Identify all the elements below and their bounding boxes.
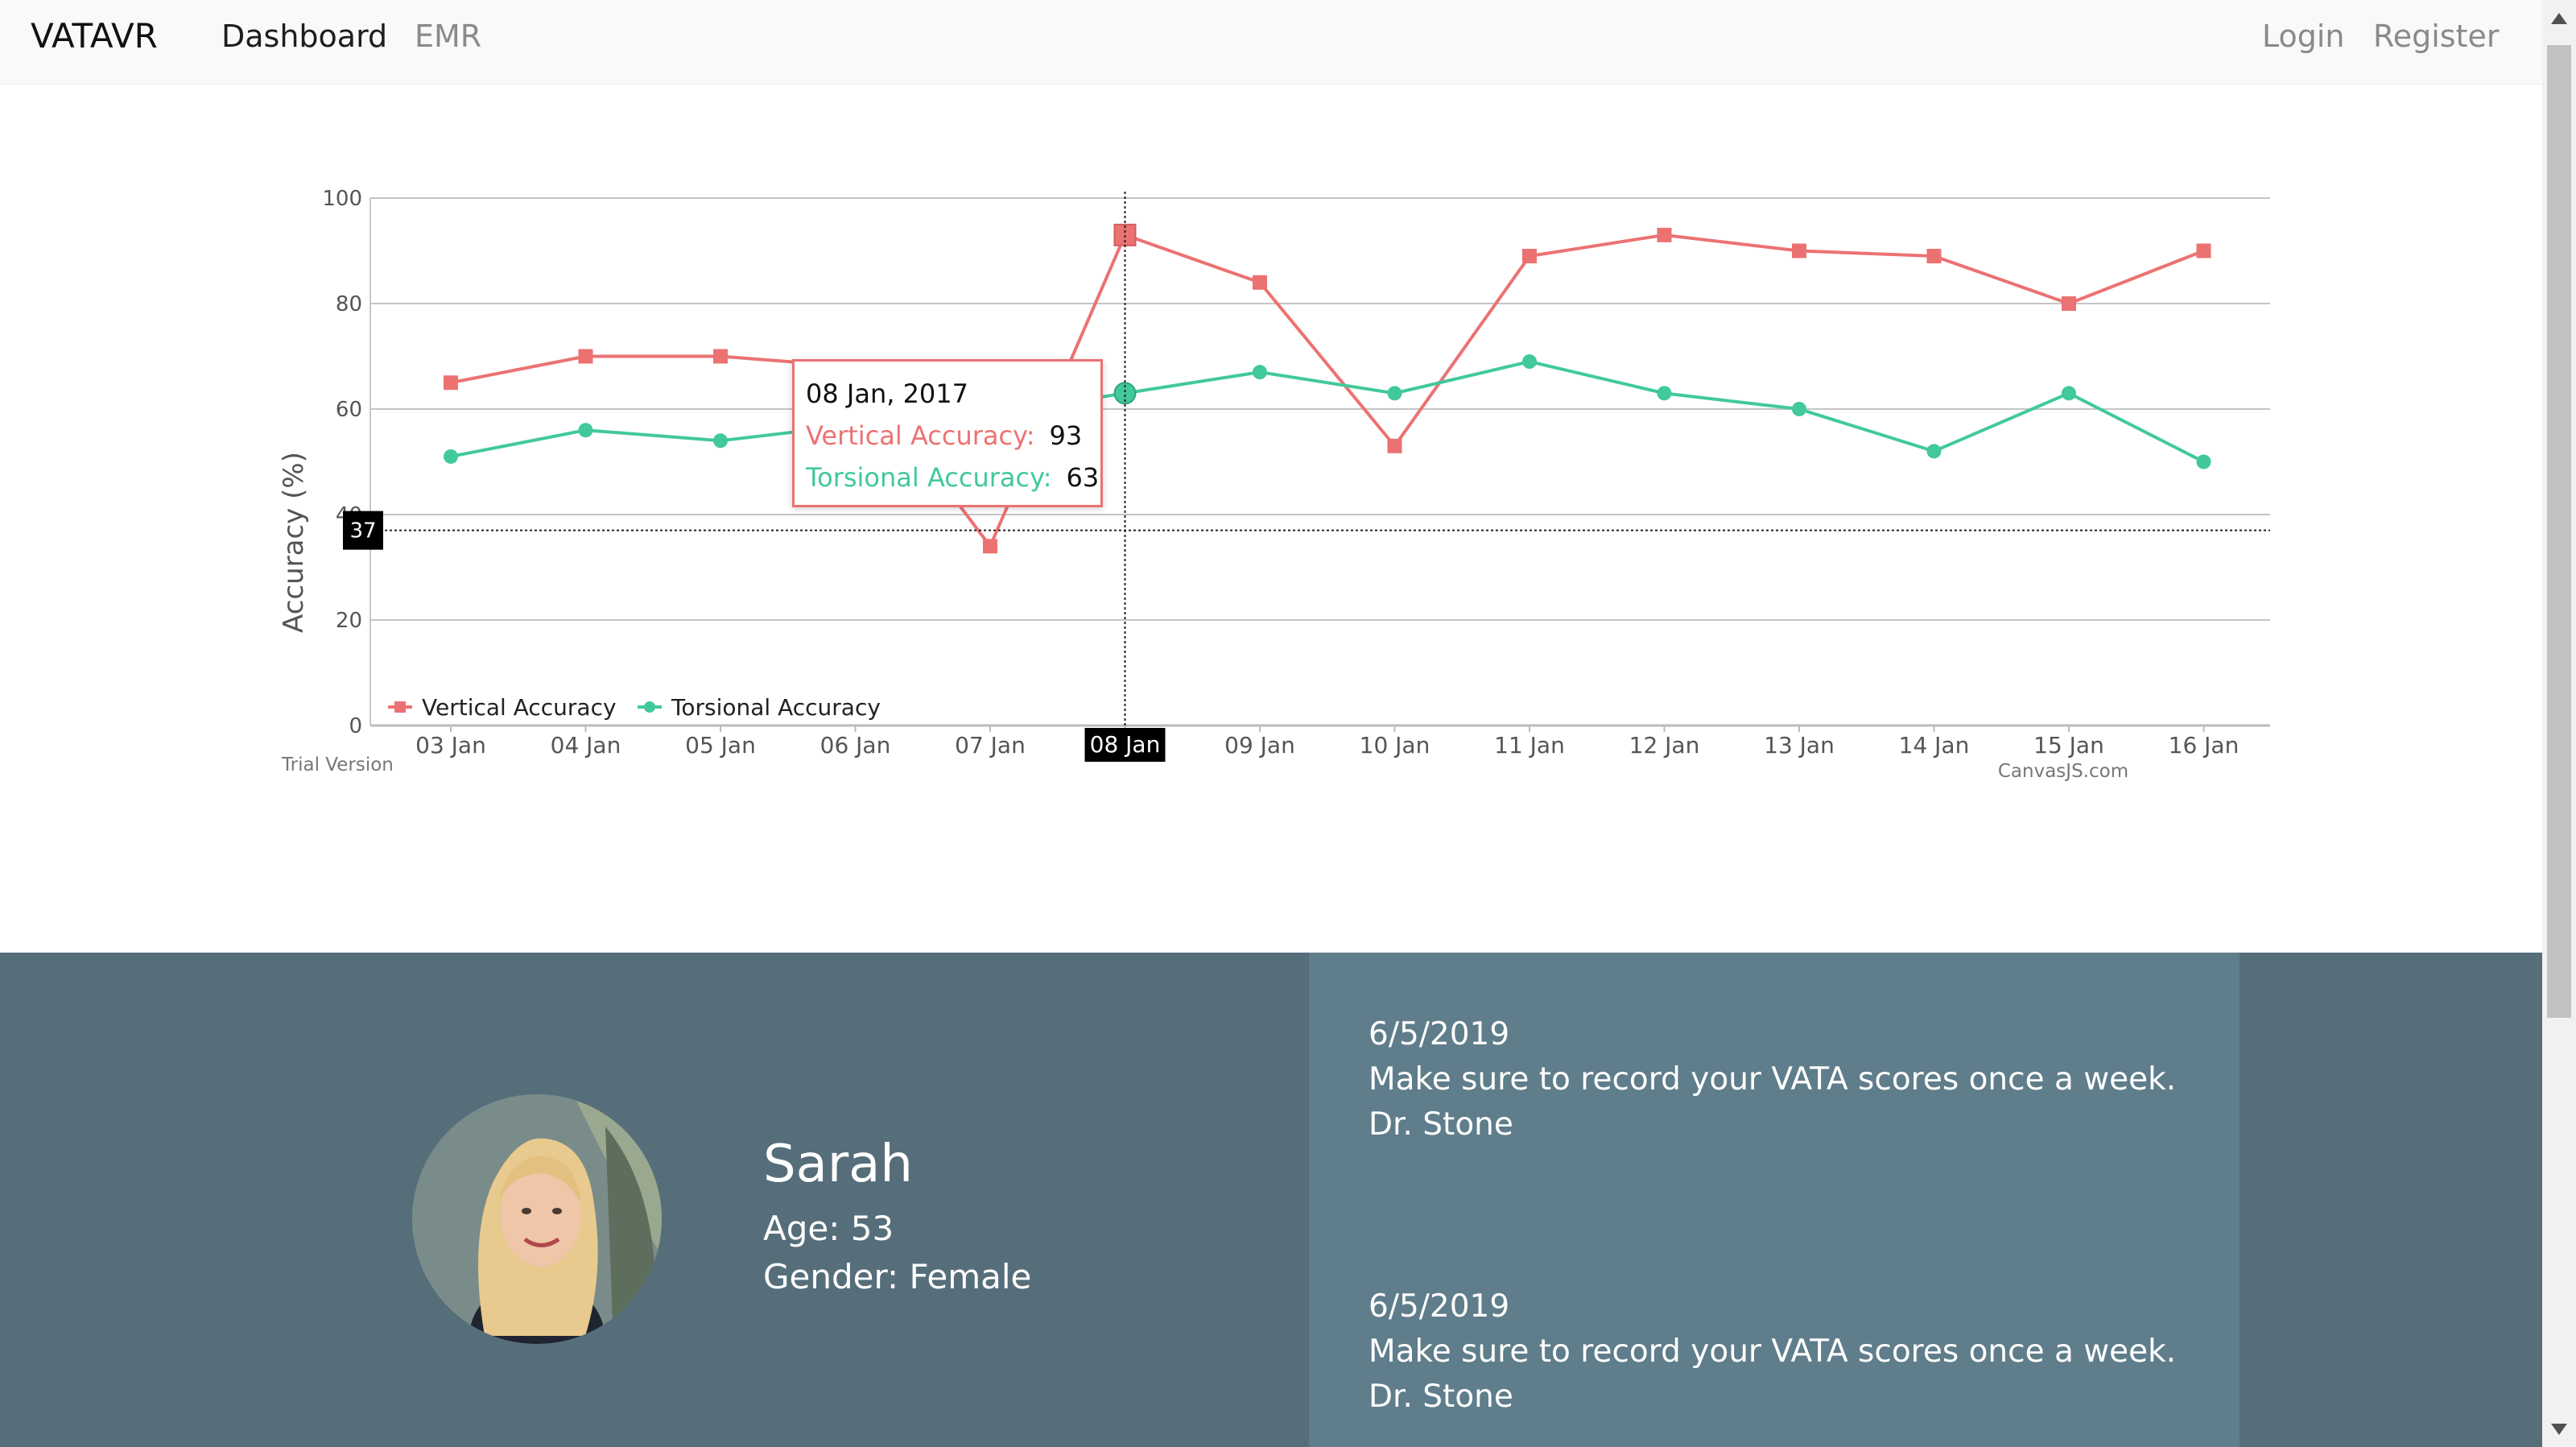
y-axis-title: Accuracy (%) [278,452,310,633]
legend-marker [644,701,655,713]
nav-register[interactable]: Register [2373,19,2500,54]
data-point-marker [1926,249,1942,264]
y-tick-label: 60 [336,398,362,422]
tooltip-torsional-value: 63 [1066,462,1100,493]
note-item: 6/5/2019 Make sure to record your VATA s… [1368,1012,2176,1147]
tooltip-title: 08 Jan, 2017 [806,378,968,409]
tooltip-vertical-label: Vertical Accuracy: [806,420,1035,451]
highlight-marker [1113,382,1137,405]
y-tick-label: 20 [336,609,362,633]
patient-name: Sarah [763,1135,913,1194]
data-point-marker [1522,354,1537,370]
tooltip-vertical-value: 93 [1049,420,1083,451]
note-text: Make sure to record your VATA scores onc… [1368,1333,2177,1370]
x-tick-label: 07 Jan [955,732,1026,759]
profile-photo [412,1094,662,1344]
data-point-marker [2062,296,2076,311]
data-point-marker [713,433,728,449]
y-tick-label: 100 [322,187,362,211]
doctor-notes-panel: 6/5/2019 Make sure to record your VATA s… [1309,953,2240,1447]
data-point-marker [1792,243,1806,258]
legend-label: Vertical Accuracy [422,694,617,721]
data-point-marker [1792,402,1806,416]
tooltip-torsional-label: Torsional Accuracy: [806,462,1052,493]
data-point-marker [1657,386,1672,401]
patient-age: Age: 53 [763,1209,894,1248]
x-tick-label: 16 Jan [2169,732,2240,759]
crosshair-x-label-bg [1084,728,1166,762]
scroll-thumb[interactable] [2547,45,2571,1018]
y-tick-label: 80 [336,292,362,316]
x-tick-label: 03 Jan [415,732,486,759]
series-line [450,359,2205,464]
legend-label: Torsional Accuracy [671,694,881,721]
brand-logo[interactable]: VATAVR [31,16,158,56]
data-point-marker [2196,454,2211,469]
data-point-marker [983,539,997,554]
note-author: Dr. Stone [1368,1379,1513,1415]
note-date: 6/5/2019 [1368,1016,1510,1052]
x-tick-label: 15 Jan [2033,732,2104,759]
page-scrollbar[interactable] [2542,0,2576,1447]
note-item: 6/5/2019 Make sure to record your VATA s… [1368,1284,2176,1420]
avatar [412,1094,662,1344]
nav-login[interactable]: Login [2262,19,2345,54]
x-tick-label: 10 Jan [1360,732,1430,759]
y-tick-label: 0 [349,714,362,738]
x-tick-label: 11 Jan [1494,732,1565,759]
crosshair-y-label: 37 [349,519,376,544]
nav-dashboard[interactable]: Dashboard [221,19,388,54]
data-point-marker [1387,438,1402,453]
data-point-marker [2196,243,2211,258]
series-line [450,233,2205,550]
x-tick-label: 12 Jan [1629,732,1700,759]
patient-gender: Gender: Female [763,1257,1032,1296]
chart-tooltip: 08 Jan, 2017 Vertical Accuracy: 93 Torsio… [792,359,1103,507]
x-tick-label: 04 Jan [551,732,621,759]
data-point-marker [1926,444,1942,459]
x-tick-label: 13 Jan [1764,732,1835,759]
navbar: VATAVR Dashboard EMR Login Register [0,0,2542,85]
data-point-marker [713,349,728,364]
data-point-marker [1387,386,1402,401]
data-point-marker [444,449,458,464]
patient-section: Sarah Age: 53 Gender: Female 6/5/2019 Ma… [0,953,2542,1447]
data-point-marker [2062,386,2076,401]
data-point-marker [1657,227,1672,242]
nav-emr[interactable]: EMR [415,19,482,54]
data-point-marker [578,423,593,438]
x-tick-label: 06 Jan [820,732,891,759]
legend-marker [394,701,406,713]
note-author: Dr. Stone [1368,1106,1513,1143]
scroll-down-arrow-icon[interactable] [2551,1424,2567,1435]
data-point-marker [578,349,593,364]
data-point-marker [1522,249,1537,264]
note-text: Make sure to record your VATA scores onc… [1368,1061,2177,1098]
canvasjs-watermark[interactable]: CanvasJS.com [1998,761,2128,782]
crosshair-y-label-bg [343,511,383,550]
trial-version-watermark: Trial Version [281,755,394,775]
x-tick-label: 05 Jan [685,732,756,759]
data-point-marker [1253,365,1267,380]
scroll-up-arrow-icon[interactable] [2551,13,2567,24]
note-date: 6/5/2019 [1368,1288,1510,1325]
data-point-marker [1253,275,1267,290]
data-point-marker [444,375,458,391]
x-tick-label: 14 Jan [1899,732,1970,759]
crosshair-x-label: 08 Jan [1090,731,1161,758]
x-tick-label: 09 Jan [1224,732,1295,759]
